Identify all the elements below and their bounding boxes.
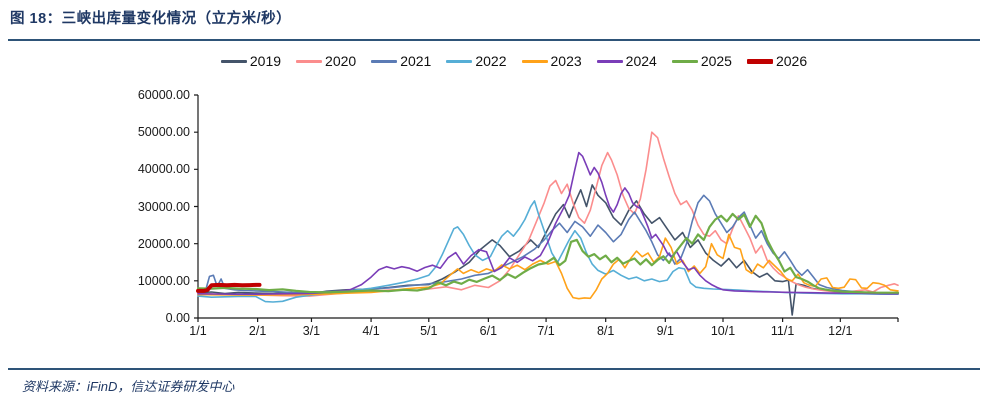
y-tick-label: 50000.00 xyxy=(137,125,190,140)
legend-item-2019: 2019 xyxy=(220,53,282,69)
legend-swatch-2023 xyxy=(521,59,548,63)
legend-swatch-2021 xyxy=(371,59,398,63)
axis-lines xyxy=(194,94,899,322)
y-tick-label: 10000.00 xyxy=(137,273,190,288)
y-tick-label: 30000.00 xyxy=(137,199,190,214)
series-line-2022 xyxy=(197,200,899,303)
x-tick-label: 11/1 xyxy=(770,324,795,338)
x-tick-label: 12/1 xyxy=(828,324,853,338)
legend-item-2020: 2020 xyxy=(296,53,356,69)
legend-label-2021: 2021 xyxy=(400,53,432,69)
legend-label-2020: 2020 xyxy=(325,53,357,69)
legend-item-2022: 2022 xyxy=(446,53,507,69)
footer-divider xyxy=(8,368,980,370)
y-tick-label: 20000.00 xyxy=(137,236,190,251)
source-note: 资料来源：iFinD，信达证券研发中心 xyxy=(22,379,235,394)
legend-item-2023: 2023 xyxy=(521,53,582,69)
x-tick-label: 7/1 xyxy=(537,324,555,338)
legend-swatch-2020 xyxy=(296,59,323,63)
legend-label-2019: 2019 xyxy=(249,53,282,69)
x-tick-label: 1/1 xyxy=(189,324,207,338)
series-line-2024 xyxy=(197,151,899,296)
legend-label-2026: 2026 xyxy=(775,53,808,69)
x-tick-label: 4/1 xyxy=(362,324,380,338)
legend-label-2025: 2025 xyxy=(700,53,732,69)
legend-item-2021: 2021 xyxy=(371,53,431,69)
chart-legend: 2019 2020 2021 2022 2023 2024 2025 2026 xyxy=(60,53,968,69)
legend-label-2022: 2022 xyxy=(475,53,507,69)
x-tick-label: 2/1 xyxy=(248,324,267,338)
legend-swatch-2024 xyxy=(596,59,623,63)
legend-swatch-2025 xyxy=(671,59,698,63)
figure-title: 图 18：三峡出库量变化情况（立方米/秒） xyxy=(10,11,292,27)
y-tick-label: 40000.00 xyxy=(137,162,190,177)
legend-swatch-2022 xyxy=(446,59,473,63)
x-tick-label: 10/1 xyxy=(710,324,736,338)
x-tick-label: 6/1 xyxy=(479,324,498,338)
title-divider xyxy=(8,39,980,41)
legend-label-2024: 2024 xyxy=(625,53,657,69)
legend-swatch-2019 xyxy=(220,59,247,63)
y-tick-label: 0.00 xyxy=(165,311,190,325)
y-tick-label: 60000.00 xyxy=(137,88,190,102)
legend-item-2025: 2025 xyxy=(671,53,732,69)
legend-item-2026: 2026 xyxy=(746,53,808,69)
x-tick-label: 8/1 xyxy=(596,324,615,338)
legend-label-2023: 2023 xyxy=(550,53,582,69)
series-line-2026 xyxy=(196,282,262,293)
legend-swatch-2026 xyxy=(746,58,773,64)
x-tick-label: 3/1 xyxy=(302,324,321,338)
legend-item-2024: 2024 xyxy=(596,53,657,69)
x-tick-label: 5/1 xyxy=(420,324,438,338)
x-tick-label: 9/1 xyxy=(656,324,674,338)
series-line-2025 xyxy=(196,212,900,294)
